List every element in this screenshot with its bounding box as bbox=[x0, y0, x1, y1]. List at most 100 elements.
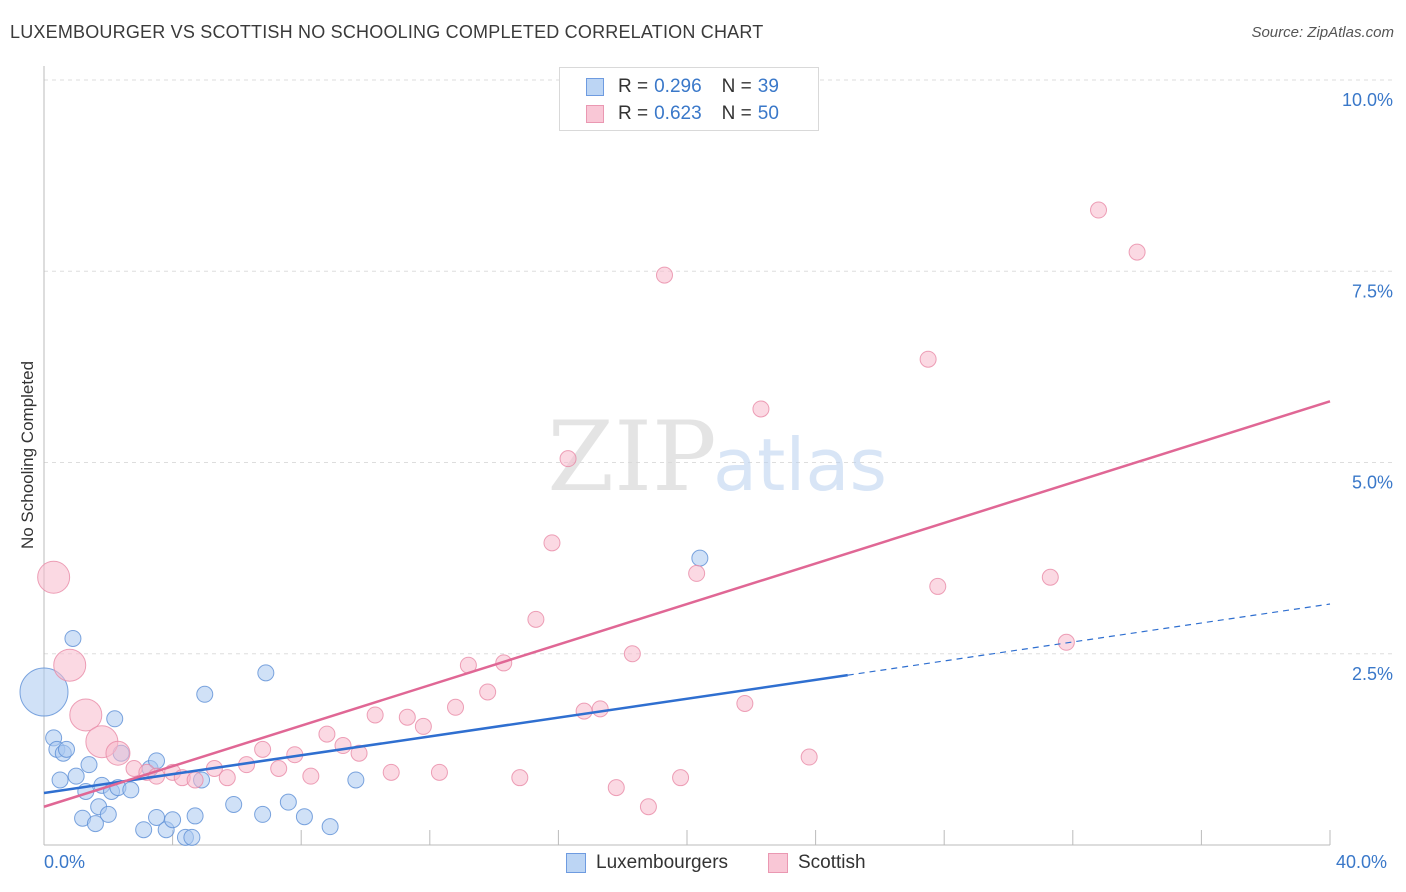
luxembourgers-trend-line bbox=[43, 673, 848, 795]
legend-swatch-luxembourgers bbox=[566, 853, 586, 873]
scottish-point bbox=[607, 779, 625, 797]
legend-n-label: N = bbox=[721, 76, 752, 97]
scottish-point bbox=[591, 700, 609, 718]
legend-n-value: 50 bbox=[757, 103, 779, 124]
scottish-point bbox=[752, 400, 770, 418]
legend-n-label: N = bbox=[721, 103, 752, 124]
luxembourgers-point bbox=[64, 629, 82, 647]
legend-label-luxembourgers: Luxembourgers bbox=[596, 852, 729, 873]
scottish-point bbox=[1057, 633, 1075, 651]
watermark-atlas: atlas bbox=[713, 423, 887, 507]
scottish-point bbox=[736, 694, 754, 712]
scottish-point bbox=[105, 740, 131, 766]
scottish-point bbox=[1041, 568, 1059, 586]
y-tick-label: 5.0% bbox=[1352, 473, 1393, 493]
scottish-point bbox=[527, 610, 545, 628]
y-tick-labels: 2.5% 5.0% 7.5% 10.0% bbox=[1342, 90, 1393, 684]
luxembourgers-point bbox=[67, 767, 85, 785]
scottish-point bbox=[254, 740, 272, 758]
y-tick-label: 7.5% bbox=[1352, 281, 1393, 301]
luxembourgers-trend-extension bbox=[847, 603, 1331, 676]
scottish-point bbox=[639, 798, 657, 816]
legend-item-scottish[interactable]: Scottish bbox=[768, 852, 866, 874]
legend-label-scottish: Scottish bbox=[798, 852, 866, 873]
luxembourgers-point bbox=[51, 771, 69, 789]
scottish-point bbox=[414, 717, 432, 735]
luxembourgers-point bbox=[196, 685, 214, 703]
legend-swatch-scottish bbox=[768, 853, 788, 873]
scottish-point bbox=[559, 450, 577, 468]
y-tick-label: 10.0% bbox=[1342, 90, 1393, 110]
scottish-point bbox=[218, 769, 236, 787]
scottish-point bbox=[186, 771, 204, 789]
series-legend: Luxembourgers Scottish bbox=[0, 852, 1406, 878]
scottish-point bbox=[318, 725, 336, 743]
x-axis-min-label: 0.0% bbox=[44, 852, 86, 872]
scottish-point bbox=[1090, 201, 1108, 219]
trend-lines bbox=[43, 400, 1331, 808]
stats-legend: R = 0.296 N = 39 R = 0.623 N = 50 bbox=[559, 67, 819, 131]
legend-r-value: 0.296 bbox=[654, 76, 702, 97]
scottish-point bbox=[447, 698, 465, 716]
legend-r-label: R = bbox=[618, 103, 649, 124]
scottish-point bbox=[575, 702, 593, 720]
luxembourgers-point bbox=[164, 811, 182, 829]
source-credit: Source: ZipAtlas.com bbox=[1251, 24, 1394, 41]
legend-n-value: 39 bbox=[757, 76, 779, 97]
scottish-point bbox=[382, 763, 400, 781]
scottish-point bbox=[302, 767, 320, 785]
luxembourgers-point bbox=[80, 756, 98, 774]
x-axis-max-label: 40.0% bbox=[1336, 852, 1388, 872]
scottish-point bbox=[511, 769, 529, 787]
legend-r-label: R = bbox=[618, 76, 649, 97]
scottish-point bbox=[800, 748, 818, 766]
luxembourgers-point bbox=[257, 664, 275, 682]
legend-swatch-luxembourgers bbox=[586, 78, 604, 96]
luxembourgers-point bbox=[254, 805, 272, 823]
luxembourgers-point bbox=[321, 818, 339, 836]
luxembourgers-point bbox=[691, 549, 709, 567]
scottish-point bbox=[350, 744, 368, 762]
scottish-point bbox=[479, 683, 497, 701]
scottish-point bbox=[37, 560, 71, 594]
legend-r-value: 0.623 bbox=[654, 103, 702, 124]
luxembourgers-point bbox=[347, 771, 365, 789]
legend-row-scottish: R = 0.623 N = 50 bbox=[586, 102, 779, 126]
legend-item-luxembourgers[interactable]: Luxembourgers bbox=[566, 852, 728, 874]
luxembourgers-point bbox=[106, 710, 124, 728]
luxembourgers-point bbox=[122, 781, 140, 799]
luxembourgers-points bbox=[19, 549, 709, 846]
luxembourgers-point bbox=[183, 828, 201, 846]
scottish-point bbox=[1128, 243, 1146, 261]
luxembourgers-point bbox=[58, 740, 76, 758]
scottish-points bbox=[37, 201, 1146, 816]
scottish-trend-line bbox=[43, 400, 1331, 808]
chart-title: LUXEMBOURGER VS SCOTTISH NO SCHOOLING CO… bbox=[10, 22, 764, 42]
scottish-point bbox=[543, 534, 561, 552]
luxembourgers-point bbox=[279, 793, 297, 811]
luxembourgers-point bbox=[86, 815, 104, 833]
scottish-point bbox=[69, 698, 103, 732]
scottish-point bbox=[929, 577, 947, 595]
scottish-point bbox=[672, 769, 690, 787]
scottish-point bbox=[398, 708, 416, 726]
scottish-point bbox=[430, 763, 448, 781]
legend-swatch-scottish bbox=[586, 105, 604, 123]
luxembourgers-point bbox=[295, 808, 313, 826]
scottish-point bbox=[623, 645, 641, 663]
luxembourgers-point bbox=[135, 821, 153, 839]
luxembourgers-point bbox=[99, 805, 117, 823]
luxembourgers-point bbox=[186, 807, 204, 825]
y-tick-label: 2.5% bbox=[1352, 664, 1393, 684]
scottish-point bbox=[655, 266, 673, 284]
luxembourgers-point bbox=[225, 795, 243, 813]
scottish-point bbox=[53, 648, 87, 682]
legend-row-luxembourgers: R = 0.296 N = 39 bbox=[586, 75, 779, 99]
scottish-point bbox=[366, 706, 384, 724]
scottish-point bbox=[688, 564, 706, 582]
scottish-point bbox=[270, 760, 288, 777]
scottish-point bbox=[919, 350, 937, 368]
grid-lines bbox=[44, 79, 1395, 655]
luxembourgers-point bbox=[19, 667, 69, 717]
